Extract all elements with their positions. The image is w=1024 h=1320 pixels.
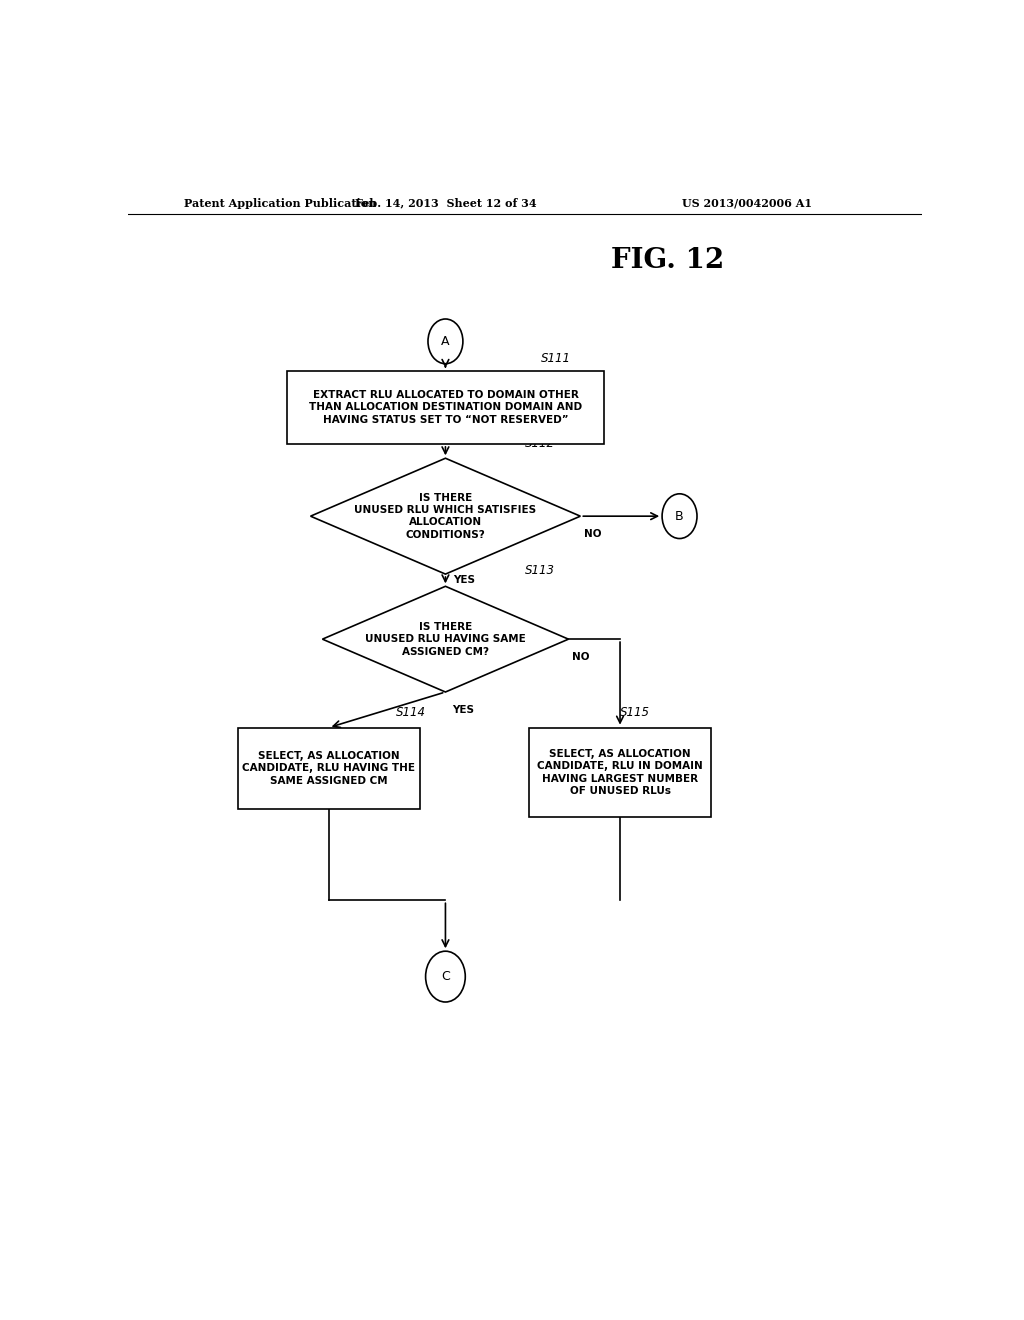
Text: C: C xyxy=(441,970,450,983)
Text: IS THERE
UNUSED RLU WHICH SATISFIES
ALLOCATION
CONDITIONS?: IS THERE UNUSED RLU WHICH SATISFIES ALLO… xyxy=(354,492,537,540)
Text: IS THERE
UNUSED RLU HAVING SAME
ASSIGNED CM?: IS THERE UNUSED RLU HAVING SAME ASSIGNED… xyxy=(366,622,525,656)
Text: NO: NO xyxy=(572,652,590,663)
Text: Feb. 14, 2013  Sheet 12 of 34: Feb. 14, 2013 Sheet 12 of 34 xyxy=(354,198,537,209)
Text: YES: YES xyxy=(454,576,475,585)
Text: NO: NO xyxy=(585,529,602,540)
Bar xyxy=(528,727,712,817)
Text: SELECT, AS ALLOCATION
CANDIDATE, RLU HAVING THE
SAME ASSIGNED CM: SELECT, AS ALLOCATION CANDIDATE, RLU HAV… xyxy=(243,751,416,785)
Bar xyxy=(287,371,604,444)
Text: US 2013/0042006 A1: US 2013/0042006 A1 xyxy=(682,198,812,209)
Text: EXTRACT RLU ALLOCATED TO DOMAIN OTHER
THAN ALLOCATION DESTINATION DOMAIN AND
HAV: EXTRACT RLU ALLOCATED TO DOMAIN OTHER TH… xyxy=(309,389,582,425)
Text: FIG. 12: FIG. 12 xyxy=(611,247,724,273)
Text: S112: S112 xyxy=(524,437,555,450)
Text: B: B xyxy=(675,510,684,523)
Text: S114: S114 xyxy=(396,706,426,719)
Bar xyxy=(238,727,420,809)
Text: SELECT, AS ALLOCATION
CANDIDATE, RLU IN DOMAIN
HAVING LARGEST NUMBER
OF UNUSED R: SELECT, AS ALLOCATION CANDIDATE, RLU IN … xyxy=(538,748,702,796)
Text: S113: S113 xyxy=(524,564,555,577)
Text: A: A xyxy=(441,335,450,348)
Text: YES: YES xyxy=(452,705,474,715)
Text: S115: S115 xyxy=(620,706,650,719)
Text: Patent Application Publication: Patent Application Publication xyxy=(183,198,376,209)
Text: S111: S111 xyxy=(541,351,570,364)
